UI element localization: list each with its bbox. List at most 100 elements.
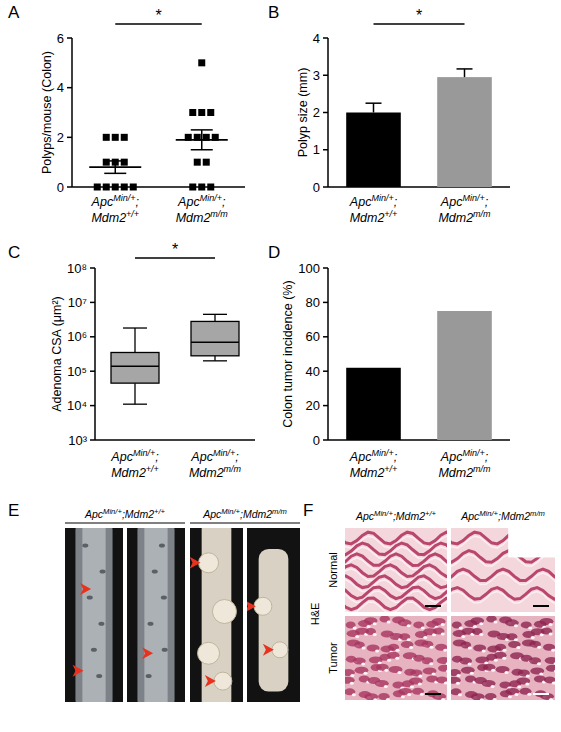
- bar: [437, 311, 492, 440]
- gland-lumen: [429, 646, 433, 649]
- data-point: [121, 159, 128, 166]
- tumor-gland: [459, 657, 472, 664]
- tissue-spot: [87, 596, 93, 600]
- colon-highlight: [82, 528, 105, 702]
- tumor-gland: [473, 644, 486, 651]
- separator: ;: [394, 195, 398, 209]
- gene-name: Apc: [440, 195, 463, 209]
- tumor-gland: [499, 681, 511, 688]
- gland-lumen: [459, 627, 463, 630]
- data-point: [121, 134, 128, 141]
- data-point: [198, 59, 205, 66]
- y-tick: [90, 439, 95, 441]
- genotype-label: ApcMin/+;Mdm2+/+: [91, 193, 140, 225]
- tumor-gland: [494, 652, 507, 659]
- tissue-spot: [91, 648, 97, 652]
- polyp: [254, 597, 272, 615]
- y-tick-label: 1: [313, 142, 320, 157]
- gland-lumen: [517, 685, 521, 688]
- gene-name: Apc: [84, 508, 104, 520]
- y-axis-title: Polyps/mouse (Colon): [40, 51, 54, 174]
- tumor-gland: [345, 688, 355, 695]
- colon-tissue: [137, 528, 174, 702]
- arrowhead: [247, 600, 256, 612]
- tissue-spot: [147, 622, 153, 626]
- gene-name: Apc: [349, 450, 372, 464]
- y-tick-label: 40: [306, 364, 320, 379]
- polyp: [272, 642, 288, 658]
- gland-lumen: [407, 638, 411, 641]
- y-tick-label: 2: [57, 130, 64, 145]
- gene-name: Apc: [177, 195, 200, 209]
- tumor-gland: [354, 642, 365, 649]
- gene-name: Apc: [202, 508, 222, 520]
- data-point: [112, 184, 119, 191]
- whisker-cap: [123, 327, 147, 328]
- arrowhead: [263, 644, 274, 656]
- tumor-gland: [345, 669, 355, 676]
- tissue-spot: [82, 543, 88, 547]
- error-stem: [464, 69, 466, 77]
- panel-letter: A: [8, 3, 20, 22]
- gland-lumen: [537, 646, 541, 649]
- panel-letter: E: [8, 501, 19, 520]
- figure: A0246Polyps/mouse (Colon)ApcMin/+;Mdm2+/…: [0, 0, 561, 732]
- gland-lumen: [423, 636, 427, 639]
- allele: m/m: [272, 507, 287, 516]
- polyp: [199, 553, 219, 573]
- tumor-gland: [529, 641, 541, 648]
- gland-lumen: [409, 646, 413, 649]
- gland-lumen: [396, 649, 400, 652]
- arrowhead: [80, 583, 91, 595]
- significance-label: *: [155, 7, 161, 24]
- separator: ;: [235, 450, 239, 464]
- arrowhead: [190, 557, 201, 569]
- gland-lumen: [353, 627, 357, 630]
- y-axis-title: Colon tumor incidence (%): [281, 280, 295, 427]
- y-tick-label: 6: [57, 31, 64, 46]
- y-tick: [90, 405, 95, 407]
- gland-lumen: [493, 698, 497, 700]
- arrowhead: [142, 647, 153, 659]
- tumor-gland: [451, 669, 461, 676]
- gene-name: Mdm2: [111, 466, 146, 480]
- genotype-label: ApcMin/+;Mdm2m/m: [438, 193, 491, 225]
- allele: +/+: [154, 507, 166, 516]
- tumor-gland: [375, 680, 389, 687]
- gland-lumen: [505, 671, 509, 674]
- panel-letter: F: [303, 501, 313, 520]
- tumor-gland: [387, 652, 400, 659]
- tumor-gland: [412, 688, 424, 695]
- tumor-gland: [461, 642, 472, 649]
- gland-lumen: [387, 659, 391, 662]
- tissue-spot: [159, 543, 165, 547]
- gland-lumen: [363, 672, 367, 675]
- gene-name: Mdm2: [396, 510, 425, 522]
- data-point: [103, 159, 110, 166]
- error-cap: [366, 102, 382, 104]
- y-tick: [323, 336, 328, 338]
- plot-area: [346, 311, 492, 440]
- error-stem: [373, 103, 375, 112]
- gland-lumen: [539, 672, 543, 675]
- tissue-spot: [162, 648, 168, 652]
- error-bar: [457, 69, 473, 77]
- tumor-gland: [483, 664, 496, 671]
- gland-lumen: [407, 693, 411, 696]
- error-bar: [366, 103, 382, 112]
- tumor-gland: [410, 669, 422, 676]
- gene-name: Apc: [440, 450, 463, 464]
- data-point: [189, 184, 196, 191]
- row-label: Normal: [327, 552, 339, 587]
- gland-lumen: [350, 674, 354, 677]
- tumor-gland: [379, 616, 390, 623]
- data-point: [112, 134, 119, 141]
- gland-lumen: [479, 622, 483, 625]
- tumor-gland: [399, 633, 410, 640]
- error-bar: [191, 130, 213, 150]
- tumor-gland: [505, 688, 519, 695]
- y-tick-label: 4: [57, 80, 64, 95]
- genotype-label: ApcMin/+;Mdm2m/m: [176, 193, 229, 225]
- gland-lumen: [418, 674, 422, 677]
- whisker-low: [214, 356, 215, 361]
